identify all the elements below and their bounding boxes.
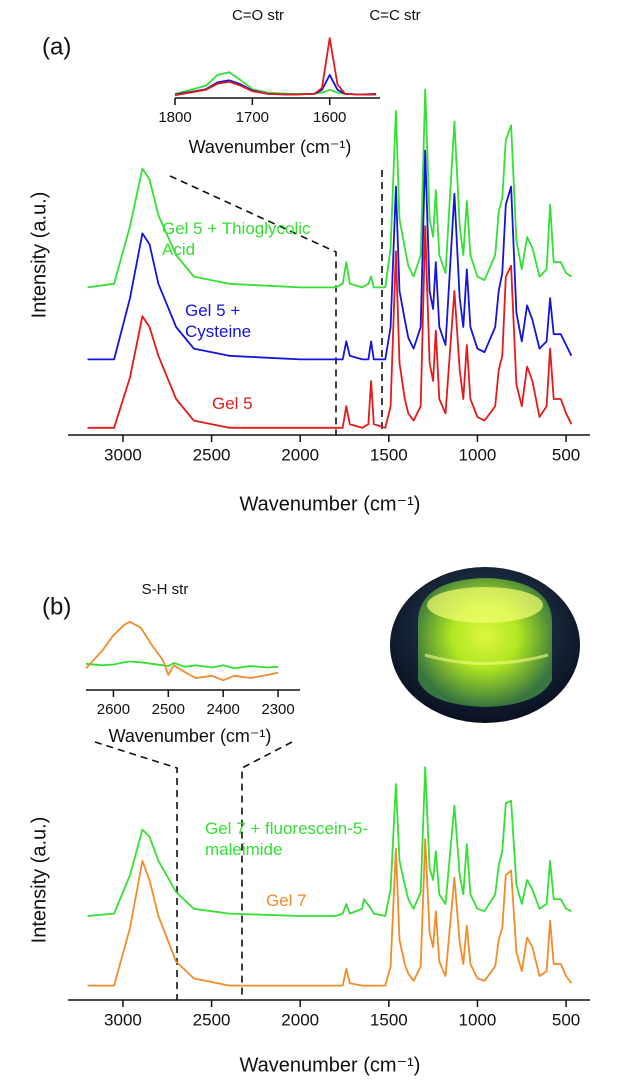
spectrum-line: [174, 74, 377, 96]
spectrum-line: [174, 37, 377, 97]
series-label: Gel 5: [212, 394, 253, 413]
spectrum-line: [87, 149, 573, 361]
series-label: Gel 5 + Cysteine: [185, 301, 252, 341]
x-tick-label: 1800: [158, 109, 191, 126]
panel-label: (b): [42, 593, 71, 620]
x-tick-label: 2600: [97, 701, 130, 718]
x-tick-label: 2500: [193, 445, 231, 464]
spectrum-line: [87, 88, 572, 289]
x-tick-label: 500: [552, 1010, 580, 1029]
x-tick-label: 3000: [104, 1010, 142, 1029]
x-tick-label: 1000: [459, 1010, 497, 1029]
x-axis-label: Wavenumber (cm⁻¹): [240, 493, 421, 515]
y-axis-label: Intensity (a.u.): [28, 817, 50, 944]
zoom-guides: [94, 170, 383, 1000]
x-tick-label: 1500: [370, 445, 408, 464]
x-tick-label: 2500: [152, 701, 185, 718]
x-axis-label: Wavenumber (cm⁻¹): [240, 1054, 421, 1076]
x-tick-label: 3000: [104, 445, 142, 464]
photo: [390, 567, 580, 723]
x-axis-label: Wavenumber (cm⁻¹): [189, 137, 352, 157]
annotation: C=C str: [369, 7, 420, 24]
spectrum-line: [174, 71, 377, 96]
x-tick-label: 2400: [206, 701, 239, 718]
x-tick-label: 1700: [236, 109, 269, 126]
x-tick-label: 1500: [370, 1010, 408, 1029]
spectrum-line: [85, 620, 279, 682]
spectrum-line: [85, 660, 279, 670]
x-tick-label: 1600: [313, 109, 346, 126]
x-tick-label: 2300: [261, 701, 294, 718]
x-axis-label: Wavenumber (cm⁻¹): [109, 726, 272, 746]
y-axis-label: Intensity (a.u.): [28, 192, 50, 319]
x-tick-label: 2000: [281, 445, 319, 464]
series-label: Gel 5 + Thioglycolic Acid: [162, 219, 311, 259]
spectrum-line: [87, 225, 573, 429]
annotation: C=O str: [232, 7, 284, 24]
annotation: S-H str: [142, 581, 189, 598]
panel-label: (a): [42, 33, 71, 60]
x-tick-label: 2000: [281, 1010, 319, 1029]
x-tick-label: 2500: [193, 1010, 231, 1029]
spectrum-line: [87, 766, 572, 917]
x-tick-label: 1000: [459, 445, 497, 464]
series-label: Gel 7 + fluorescein-5-maleimide: [205, 819, 368, 859]
spectrum-line: [87, 838, 573, 987]
series-label: Gel 7: [266, 891, 307, 910]
x-tick-label: 500: [552, 445, 580, 464]
